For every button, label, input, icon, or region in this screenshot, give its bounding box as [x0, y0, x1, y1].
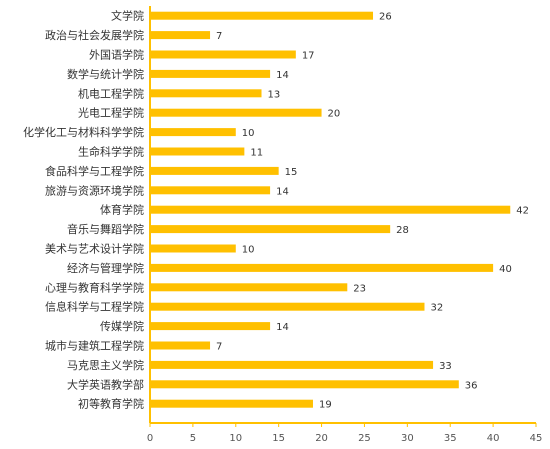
- category-label-8: 食品科学与工程学院: [45, 164, 144, 178]
- bar-14: [150, 283, 348, 292]
- data-label-10: 42: [516, 206, 529, 217]
- data-label-3: 14: [276, 70, 289, 81]
- category-label-12: 美术与艺术设计学院: [45, 242, 144, 256]
- tick-labels-group: 0 5 10 15 20 25 30 35 40 45: [147, 433, 543, 444]
- category-label-20: 初等教育学院: [78, 397, 144, 411]
- data-label-12: 10: [242, 245, 255, 256]
- category-label-15: 信息科学与工程学院: [45, 300, 144, 314]
- data-label-15: 32: [430, 303, 443, 314]
- bar-7: [150, 147, 245, 156]
- data-label-2: 17: [302, 51, 315, 62]
- value-labels-group: 26 7 17 14 13 20 10 11 15 14 42 28 10 40 23 32 14 7 33 36 19: [216, 12, 529, 411]
- bars-group: [150, 11, 511, 408]
- category-label-4: 机电工程学院: [78, 86, 144, 100]
- bar-13: [150, 263, 494, 272]
- x-tick-label-6: 30: [401, 433, 414, 444]
- bar-9: [150, 186, 271, 195]
- category-label-7: 生命科学学院: [78, 145, 144, 159]
- data-label-7: 11: [250, 148, 263, 159]
- category-label-11: 音乐与舞蹈学院: [67, 222, 144, 236]
- bar-20: [150, 399, 313, 408]
- category-label-6: 化学化工与材料科学学院: [23, 125, 144, 139]
- category-label-14: 心理与教育科学学院: [45, 280, 144, 294]
- bar-0: [150, 11, 374, 20]
- bar-1: [150, 31, 211, 40]
- category-label-3: 数学与统计学院: [67, 67, 144, 81]
- x-tick-label-7: 35: [444, 433, 457, 444]
- x-tick-label-1: 5: [190, 433, 196, 444]
- data-label-1: 7: [216, 31, 222, 42]
- bar-4: [150, 89, 262, 98]
- x-tick-label-2: 10: [229, 433, 242, 444]
- data-label-6: 10: [242, 128, 255, 139]
- category-label-18: 马克思主义学院: [67, 358, 144, 372]
- bar-8: [150, 166, 279, 175]
- x-tick-label-9: 45: [530, 433, 543, 444]
- category-label-19: 大学英语教学部: [67, 377, 144, 391]
- axes-group: [149, 6, 537, 427]
- bar-5: [150, 108, 322, 117]
- data-label-17: 7: [216, 342, 222, 353]
- category-label-1: 政治与社会发展学院: [45, 28, 144, 42]
- data-label-20: 19: [319, 400, 332, 411]
- category-label-2: 外国语学院: [89, 48, 144, 62]
- data-label-8: 15: [285, 167, 298, 178]
- bar-16: [150, 322, 271, 331]
- category-label-5: 光电工程学院: [78, 106, 144, 120]
- category-label-13: 经济与管理学院: [67, 261, 144, 275]
- data-label-13: 40: [499, 264, 512, 275]
- data-label-19: 36: [465, 380, 478, 391]
- category-label-0: 文学院: [111, 9, 144, 23]
- data-label-14: 23: [353, 283, 366, 294]
- bar-3: [150, 69, 271, 78]
- data-label-5: 20: [328, 109, 341, 120]
- data-label-11: 28: [396, 225, 409, 236]
- data-label-18: 33: [439, 361, 452, 372]
- bar-15: [150, 302, 425, 311]
- x-tick-label-8: 40: [487, 433, 500, 444]
- bar-12: [150, 244, 236, 253]
- data-label-0: 26: [379, 12, 392, 23]
- data-label-9: 14: [276, 186, 289, 197]
- bar-10: [150, 205, 511, 214]
- bar-19: [150, 380, 459, 389]
- category-label-10: 体育学院: [100, 203, 144, 217]
- category-label-9: 旅游与资源环境学院: [45, 183, 144, 197]
- data-label-4: 13: [268, 89, 281, 100]
- bar-17: [150, 341, 211, 350]
- x-tick-label-3: 15: [272, 433, 285, 444]
- bar-11: [150, 225, 391, 234]
- x-tick-label-4: 20: [315, 433, 328, 444]
- bar-6: [150, 128, 236, 137]
- x-tick-label-0: 0: [147, 433, 153, 444]
- bar-2: [150, 50, 296, 59]
- category-label-17: 城市与建筑工程学院: [45, 339, 144, 353]
- x-tick-label-5: 25: [358, 433, 371, 444]
- category-labels-group: 文学院政治与社会发展学院外国语学院数学与统计学院机电工程学院光电工程学院化学化工…: [23, 9, 144, 411]
- bar-18: [150, 360, 434, 369]
- data-label-16: 14: [276, 322, 289, 333]
- category-label-16: 传媒学院: [100, 319, 144, 333]
